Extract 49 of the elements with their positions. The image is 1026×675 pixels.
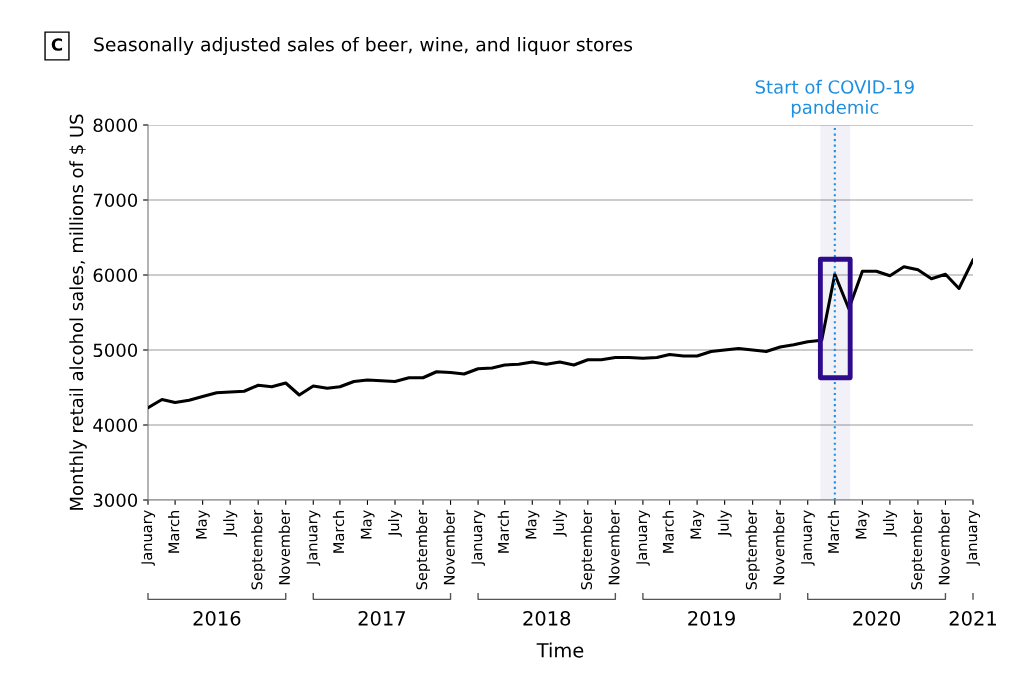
chart-title: Seasonally adjusted sales of beer, wine, and liquor stores <box>94 36 633 56</box>
ref-line-label: Start of COVID-19 pandemic <box>755 79 914 118</box>
x-tick-label: September <box>580 509 595 590</box>
text: 2017 <box>358 610 405 626</box>
y-tick-label: 5000 <box>93 343 138 358</box>
line-series <box>148 258 973 410</box>
x-tick-label: January <box>801 510 815 566</box>
x-tick-label: March <box>827 510 840 553</box>
x-tick-label: May <box>690 510 705 539</box>
x-tick-label: March <box>662 510 674 553</box>
x-tick-label: November <box>608 509 620 585</box>
y-tick-label: 4000 <box>93 418 138 433</box>
x-tick-label: September <box>251 509 266 590</box>
x-tick-label: July <box>882 510 897 537</box>
x-tick-label: July <box>717 510 732 537</box>
x-tick-label: July <box>223 510 238 537</box>
x-tick-label: May <box>525 510 540 539</box>
y-tick-label: 3000 <box>93 493 138 508</box>
x-tick-label: January <box>471 510 486 566</box>
x-tick-label: July <box>552 510 567 537</box>
x-tick-label: January <box>141 510 156 566</box>
y-axis-title: Monthly retail alcohol sales, millions of $ US <box>69 114 87 510</box>
x-tick-label: March <box>332 510 345 553</box>
x-tick-label: September <box>745 509 760 590</box>
x-tick-label: November <box>938 509 950 585</box>
text: 2021 <box>949 610 996 626</box>
x-tick-label: November <box>773 509 785 585</box>
text: 2016 <box>193 610 241 626</box>
x-tick-label: November <box>278 509 290 585</box>
text: 2018 <box>523 610 571 626</box>
x-tick-label: January <box>636 510 650 566</box>
x-tick-label: March <box>168 510 180 553</box>
x-tick-label: January <box>306 510 321 566</box>
x-tick-label: March <box>497 510 509 553</box>
y-tick-label: 8000 <box>93 118 138 133</box>
x-tick-label: September <box>415 509 431 590</box>
x-tick-label: May <box>196 510 210 539</box>
text: 2020 <box>853 610 901 626</box>
text: 2019 <box>688 610 735 626</box>
x-axis-title: Time <box>536 642 584 658</box>
x-tick-label: May <box>855 510 870 539</box>
x-tick-label: November <box>443 509 455 585</box>
x-tick-label: January <box>966 510 981 566</box>
x-tick-label: July <box>387 510 403 537</box>
y-tick-label: 7000 <box>93 193 138 208</box>
x-tick-label: May <box>360 510 375 539</box>
text: C <box>51 38 63 51</box>
x-tick-label: September <box>910 509 925 590</box>
y-tick-label: 6000 <box>93 268 138 283</box>
